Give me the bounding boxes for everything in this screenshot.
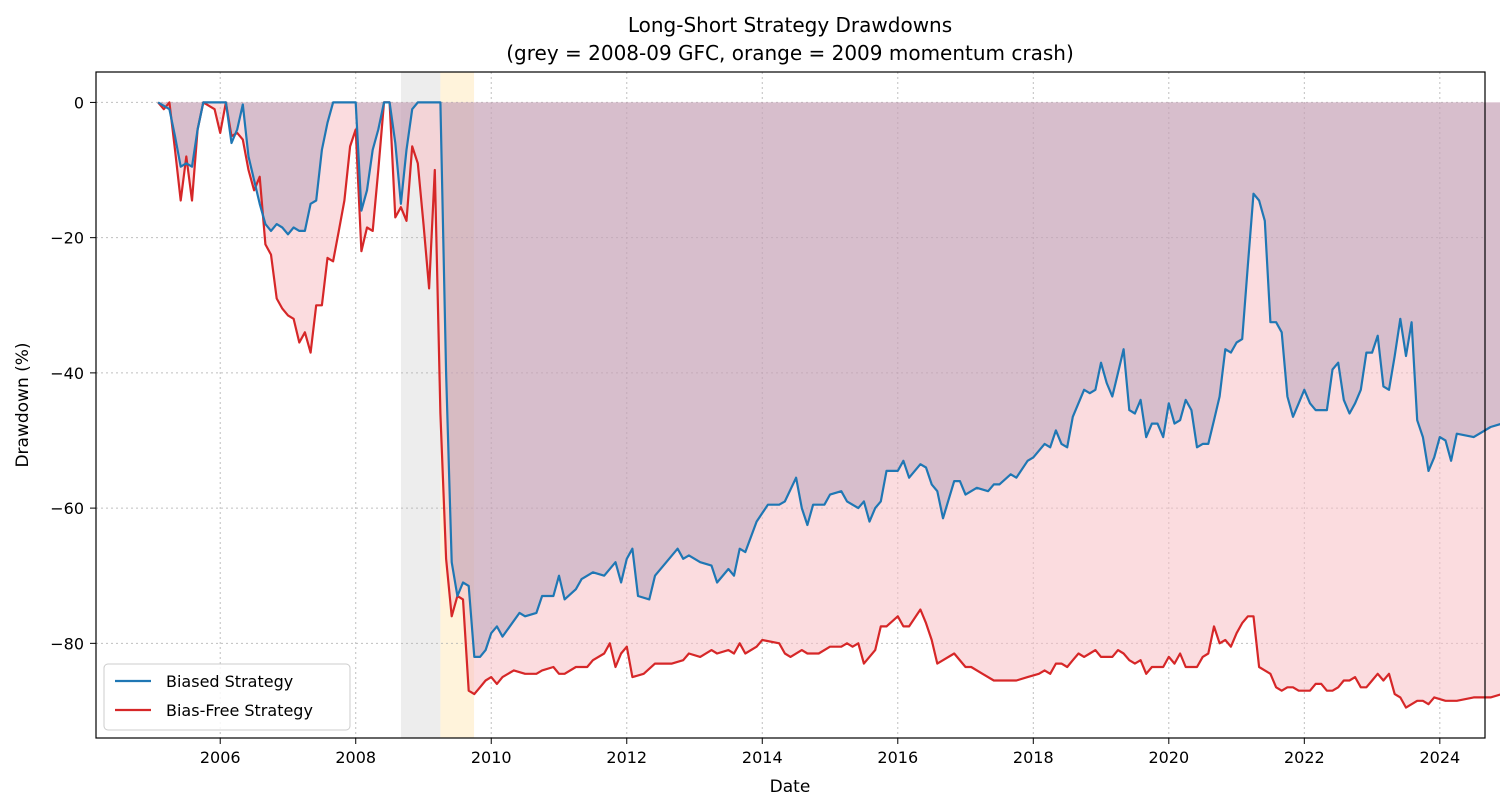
x-axis-ticks: 2006 2008 2010 2012 2014 2016 2018 2020 2022 2024 (200, 738, 1460, 767)
x-tick-label: 2020 (1148, 748, 1189, 767)
y-tick-label: −80 (50, 634, 84, 653)
x-tick-label: 2010 (471, 748, 512, 767)
series-lines (157, 101, 1500, 709)
y-axis-ticks: 0 −20 −40 −60 −80 (50, 93, 96, 653)
legend-label-biased: Biased Strategy (166, 672, 293, 691)
legend-box (103, 663, 351, 731)
series-fills (158, 102, 1500, 708)
area-bias-free-strategy (158, 102, 1500, 708)
plot-frame (95, 71, 1486, 739)
y-tick-label: −40 (50, 364, 84, 383)
area-biased-strategy (158, 102, 1500, 657)
x-tick-label: 2014 (742, 748, 783, 767)
x-tick-label: 2006 (200, 748, 241, 767)
line-bias-free-strategy (157, 101, 1500, 709)
y-axis-label: Drawdown (%) (13, 342, 33, 467)
x-tick-label: 2012 (606, 748, 647, 767)
y-tick-label: −60 (50, 499, 84, 518)
chart-subtitle: (grey = 2008-09 GFC, orange = 2009 momen… (506, 41, 1074, 65)
x-tick-label: 2024 (1419, 748, 1460, 767)
legend: Biased Strategy Bias-Free Strategy (103, 663, 351, 731)
x-tick-label: 2022 (1284, 748, 1325, 767)
y-tick-label: −20 (50, 229, 84, 248)
x-tick-label: 2016 (877, 748, 918, 767)
x-tick-label: 2008 (335, 748, 376, 767)
chart-title: Long-Short Strategy Drawdowns (628, 13, 952, 37)
y-tick-label: 0 (74, 93, 84, 112)
line-biased-strategy (157, 101, 1500, 658)
legend-label-bias-free: Bias-Free Strategy (166, 701, 313, 720)
x-axis-label: Date (770, 777, 811, 797)
x-tick-label: 2018 (1013, 748, 1054, 767)
